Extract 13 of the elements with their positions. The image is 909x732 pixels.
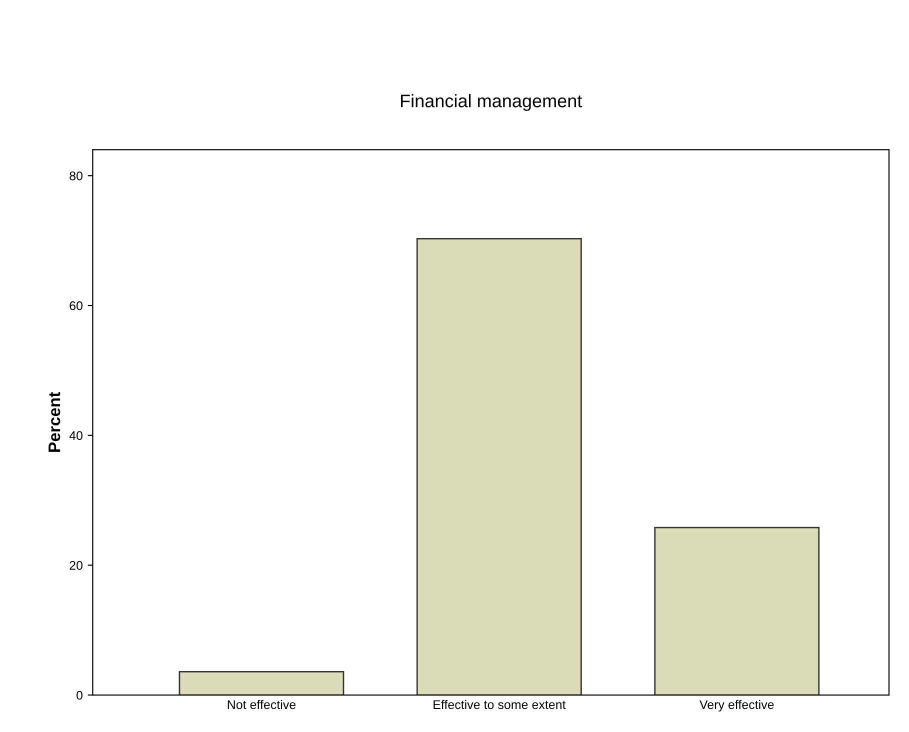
y-tick-label: 20 bbox=[70, 560, 83, 570]
bar bbox=[416, 238, 582, 696]
chart-title: Financial management bbox=[401, 94, 582, 111]
bar bbox=[654, 526, 820, 696]
bar bbox=[178, 670, 344, 696]
y-tick-label: 40 bbox=[69, 431, 83, 440]
y-tick-label: 60 bbox=[70, 301, 83, 310]
x-tick-label: Effective to some extent bbox=[434, 700, 566, 710]
y-axis-title: Percent bbox=[48, 392, 60, 452]
y-tick-label: 0 bbox=[76, 690, 83, 700]
x-tick-label: Very effective bbox=[700, 700, 774, 712]
x-tick-label: Not effective bbox=[228, 700, 296, 710]
y-tick-label: 80 bbox=[70, 171, 83, 180]
